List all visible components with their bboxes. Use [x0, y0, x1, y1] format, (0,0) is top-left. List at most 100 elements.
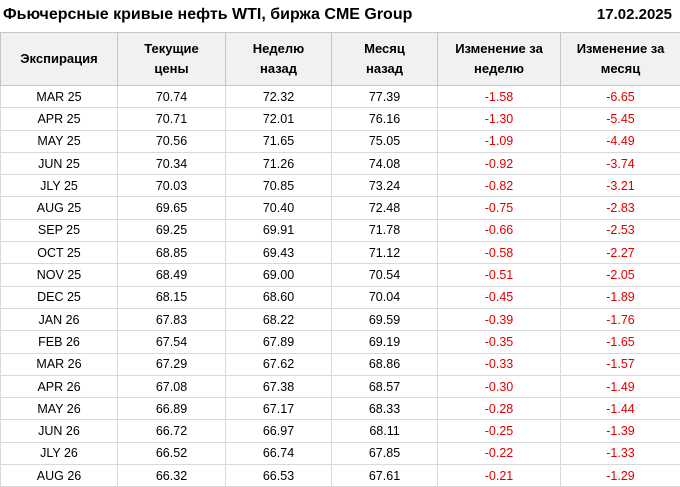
column-header-line: Изменение за — [561, 39, 680, 59]
column-header-line: цены — [118, 59, 225, 79]
column-header-line: неделю — [438, 59, 560, 79]
cell-expiration: JAN 26 — [1, 308, 118, 330]
cell-change-week: -0.35 — [438, 331, 561, 353]
cell-current-price: 70.56 — [118, 130, 226, 152]
cell-change-week: -1.09 — [438, 130, 561, 152]
cell-current-price: 68.15 — [118, 286, 226, 308]
cell-month-ago: 69.59 — [332, 308, 438, 330]
cell-change-week: -0.66 — [438, 219, 561, 241]
cell-change-week: -0.30 — [438, 375, 561, 397]
column-header-line: Текущие — [118, 39, 225, 59]
cell-change-month: -1.57 — [561, 353, 680, 375]
cell-current-price: 69.25 — [118, 219, 226, 241]
cell-month-ago: 72.48 — [332, 197, 438, 219]
cell-month-ago: 70.04 — [332, 286, 438, 308]
cell-expiration: APR 25 — [1, 108, 118, 130]
cell-change-week: -0.51 — [438, 264, 561, 286]
cell-week-ago: 70.40 — [226, 197, 332, 219]
cell-current-price: 67.83 — [118, 308, 226, 330]
cell-change-month: -2.05 — [561, 264, 680, 286]
cell-expiration: JUN 26 — [1, 420, 118, 442]
cell-change-week: -0.58 — [438, 242, 561, 264]
cell-change-week: -0.22 — [438, 442, 561, 464]
cell-change-month: -4.49 — [561, 130, 680, 152]
cell-week-ago: 68.22 — [226, 308, 332, 330]
cell-current-price: 68.49 — [118, 264, 226, 286]
cell-change-month: -1.89 — [561, 286, 680, 308]
cell-current-price: 70.34 — [118, 152, 226, 174]
column-header-line: Неделю — [226, 39, 331, 59]
cell-week-ago: 66.97 — [226, 420, 332, 442]
cell-week-ago: 67.17 — [226, 398, 332, 420]
cell-current-price: 67.08 — [118, 375, 226, 397]
cell-change-month: -2.53 — [561, 219, 680, 241]
cell-current-price: 70.03 — [118, 175, 226, 197]
report-date: 17.02.2025 — [597, 6, 672, 23]
cell-expiration: JUN 25 — [1, 152, 118, 174]
cell-change-week: -1.58 — [438, 86, 561, 108]
column-header-line: назад — [226, 59, 331, 79]
cell-current-price: 66.89 — [118, 398, 226, 420]
cell-expiration: NOV 25 — [1, 264, 118, 286]
cell-change-month: -2.27 — [561, 242, 680, 264]
cell-change-week: -0.92 — [438, 152, 561, 174]
cell-change-month: -1.33 — [561, 442, 680, 464]
cell-change-month: -1.49 — [561, 375, 680, 397]
cell-current-price: 67.29 — [118, 353, 226, 375]
cell-expiration: OCT 25 — [1, 242, 118, 264]
cell-current-price: 66.72 — [118, 420, 226, 442]
column-header-line: назад — [332, 59, 437, 79]
cell-month-ago: 74.08 — [332, 152, 438, 174]
cell-month-ago: 73.24 — [332, 175, 438, 197]
cell-expiration: MAR 26 — [1, 353, 118, 375]
cell-week-ago: 71.65 — [226, 130, 332, 152]
cell-expiration: FEB 26 — [1, 331, 118, 353]
cell-week-ago: 67.38 — [226, 375, 332, 397]
cell-month-ago: 69.19 — [332, 331, 438, 353]
cell-change-week: -0.82 — [438, 175, 561, 197]
cell-current-price: 67.54 — [118, 331, 226, 353]
cell-month-ago: 70.54 — [332, 264, 438, 286]
cell-current-price: 69.65 — [118, 197, 226, 219]
column-header-line: Изменение за — [438, 39, 560, 59]
cell-month-ago: 68.57 — [332, 375, 438, 397]
cell-week-ago: 69.00 — [226, 264, 332, 286]
cell-week-ago: 69.43 — [226, 242, 332, 264]
cell-expiration: AUG 25 — [1, 197, 118, 219]
cell-week-ago: 67.89 — [226, 331, 332, 353]
cell-expiration: JLY 26 — [1, 442, 118, 464]
cell-month-ago: 68.86 — [332, 353, 438, 375]
cell-expiration: MAR 25 — [1, 86, 118, 108]
cell-change-week: -0.75 — [438, 197, 561, 219]
title-bar: Фьючерсные кривые нефть WTI, биржа CME G… — [0, 0, 680, 32]
column-header-line: Месяц — [332, 39, 437, 59]
page-title: Фьючерсные кривые нефть WTI, биржа CME G… — [3, 6, 412, 24]
cell-change-month: -1.65 — [561, 331, 680, 353]
cell-change-week: -0.39 — [438, 308, 561, 330]
cell-change-week: -0.28 — [438, 398, 561, 420]
cell-month-ago: 75.05 — [332, 130, 438, 152]
cell-change-month: -6.65 — [561, 86, 680, 108]
cell-month-ago: 71.78 — [332, 219, 438, 241]
cell-change-month: -1.44 — [561, 398, 680, 420]
cell-week-ago: 72.32 — [226, 86, 332, 108]
cell-change-month: -3.74 — [561, 152, 680, 174]
cell-current-price: 70.74 — [118, 86, 226, 108]
cell-change-week: -0.33 — [438, 353, 561, 375]
